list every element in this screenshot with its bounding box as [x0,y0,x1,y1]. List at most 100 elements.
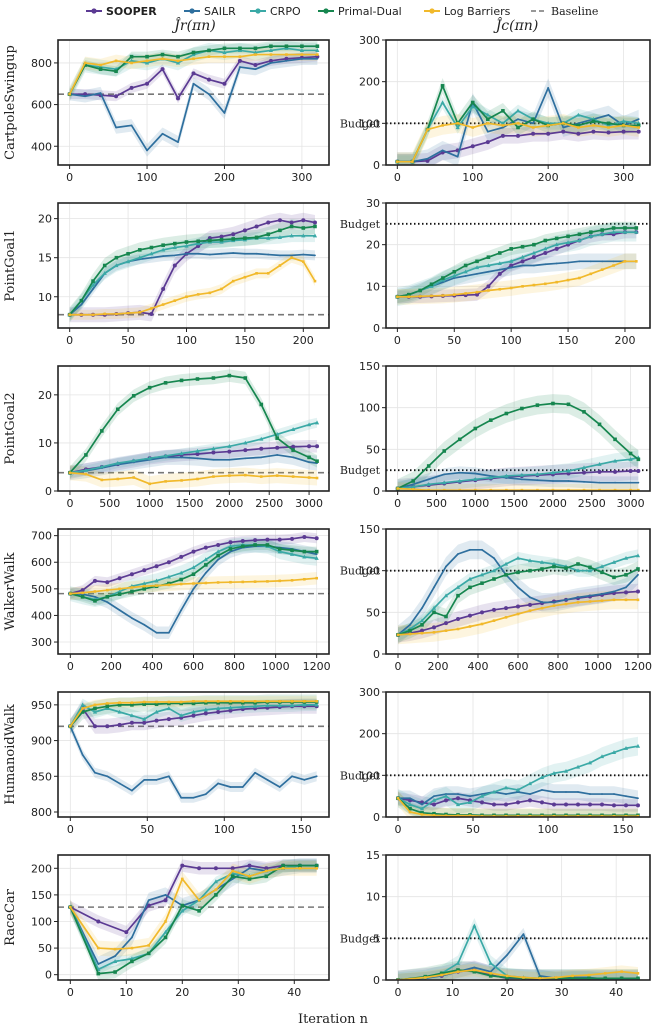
point-crpo [455,961,461,965]
point-log-barriers [105,702,109,705]
point-crpo [291,427,296,432]
point-sooper [546,131,551,136]
point-crpo [479,572,485,577]
point-crpo [474,265,480,270]
point-crpo [504,473,509,478]
point-sailr [185,252,188,255]
point-sailr [412,483,415,486]
point-log-barriers [253,699,257,703]
point-crpo [581,465,587,470]
point-primal-dual [486,255,491,259]
point-sooper [129,720,134,725]
series-line-sooper [69,864,317,933]
point-log-barriers [487,289,490,292]
point-sailr [228,458,231,461]
point-sooper [500,133,505,138]
point-log-barriers [576,601,580,604]
point-sooper [312,220,317,225]
point-sooper [540,800,544,805]
point-sailr [607,114,610,116]
point-log-barriers [396,160,399,163]
point-crpo [265,703,270,708]
point-sooper [613,469,618,474]
point-primal-dual [456,593,460,598]
point-sailr [441,281,444,284]
point-sailr [270,62,272,64]
point-log-barriers [138,311,142,314]
y-tick-label: 800 [31,57,52,70]
point-log-barriers [456,814,460,817]
x-tick-label: 150 [291,823,312,836]
point-primal-dual [439,971,444,976]
row-label-racecar: RaceCar [3,888,18,946]
point-primal-dual [142,702,147,706]
point-sailr [146,149,148,152]
point-primal-dual [102,263,107,268]
band-crpo [69,229,315,321]
point-sailr [267,253,270,256]
point-crpo [302,702,307,707]
y-tick-label: 30 [366,197,380,210]
point-sooper [277,218,282,223]
point-sooper [161,286,166,291]
point-sailr [143,778,146,781]
point-primal-dual [456,968,460,972]
panel-pointgoal1-reward: 0 50 100 150 200 10 15 20 PointGoal1 [3,202,330,347]
point-primal-dual [298,863,302,868]
point-sooper [275,445,280,450]
point-primal-dual [230,874,235,879]
point-sailr [254,68,257,71]
point-sailr [567,480,570,482]
y-tick-label: 800 [31,806,52,819]
point-primal-dual [613,437,617,442]
point-log-barriers [148,482,151,486]
y-tick-label: 20 [38,389,52,402]
point-log-barriers [489,972,493,975]
point-sooper [114,94,119,99]
point-sooper [597,469,602,474]
point-primal-dual [307,455,311,460]
plot-area [58,531,329,639]
point-log-barriers [68,313,71,317]
y-tick-label: 200 [31,862,52,875]
point-primal-dual [149,245,154,250]
point-primal-dual [564,566,568,570]
point-sooper [492,607,496,612]
point-sailr [301,57,303,60]
point-log-barriers [480,622,484,626]
point-sailr [239,66,241,68]
band-sailr [398,782,638,813]
point-crpo [587,760,593,765]
point-primal-dual [301,226,306,230]
y-tick-label: 150 [359,523,380,536]
x-tick-label: 300 [291,171,312,184]
axes-frame [385,691,651,818]
x-tick-label: 0 [67,660,74,673]
point-primal-dual [265,543,270,547]
point-primal-dual [411,479,415,483]
legend-sooper-dot [91,8,97,14]
point-sooper [456,617,460,621]
point-log-barriers [432,814,436,817]
point-sailr [521,264,524,267]
point-log-barriers [150,307,153,310]
point-sooper [289,220,294,225]
axes-frame [57,39,330,166]
point-sooper [531,131,536,136]
point-log-barriers [577,126,580,129]
point-log-barriers [408,810,412,814]
point-log-barriers [173,299,177,302]
point-primal-dual [566,402,571,407]
y-tick-label: 0 [373,974,380,987]
point-crpo [527,558,533,563]
point-log-barriers [516,612,520,616]
point-sooper [636,129,641,134]
point-log-barriers [281,866,285,870]
point-crpo [144,60,150,65]
point-log-barriers [588,814,592,817]
point-sooper [172,263,177,268]
point-sooper [203,711,208,716]
point-primal-dual [291,448,295,452]
point-primal-dual [302,549,307,554]
point-log-barriers [411,160,414,163]
